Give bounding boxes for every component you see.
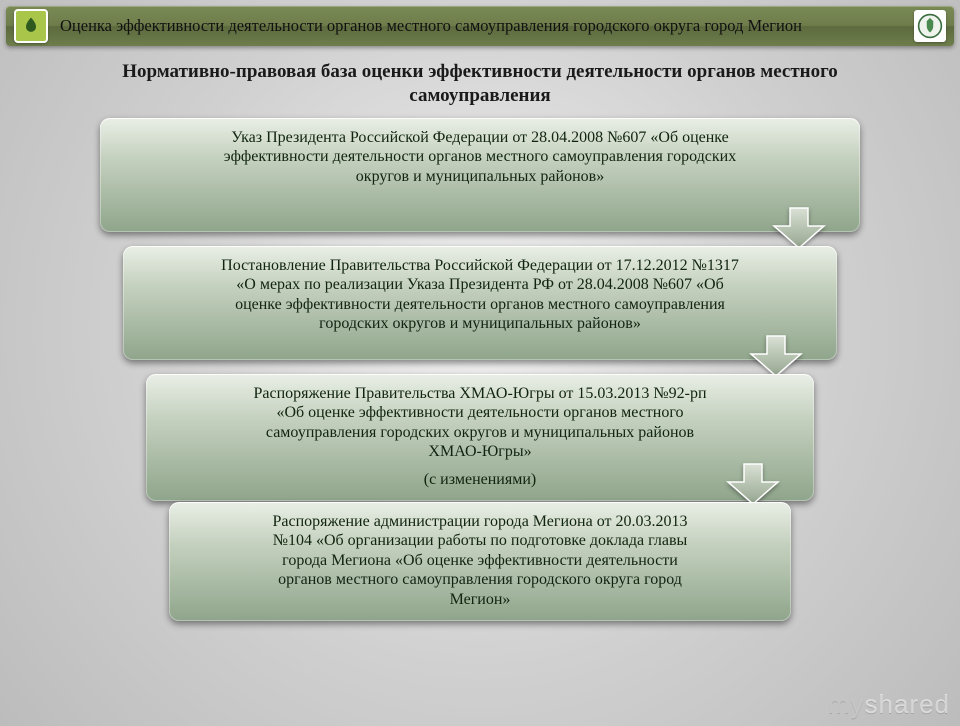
watermark: myshared bbox=[828, 689, 950, 720]
legal-block-3: Распоряжение Правительства ХМАО-Югры от … bbox=[146, 374, 814, 502]
watermark-prefix: my bbox=[828, 689, 865, 719]
down-arrow-icon bbox=[764, 206, 834, 250]
legal-block-4: Распоряжение администрации города Мегион… bbox=[169, 502, 791, 622]
legal-block-text: Указ Президента Российской Федерации от … bbox=[224, 129, 736, 185]
down-arrow-icon bbox=[718, 462, 788, 506]
legal-block-1: Указ Президента Российской Федерации от … bbox=[100, 118, 860, 232]
logo-left-icon bbox=[14, 9, 48, 43]
legal-block-text: Распоряжение Правительства ХМАО-Югры от … bbox=[254, 385, 707, 461]
down-arrow-icon bbox=[741, 334, 811, 378]
legal-block-subtext: (с изменениями) bbox=[242, 470, 718, 490]
legal-block-text: Распоряжение администрации города Мегион… bbox=[273, 513, 688, 608]
legal-block-text: Постановление Правительства Российской Ф… bbox=[221, 257, 739, 333]
legal-block-2: Постановление Правительства Российской Ф… bbox=[123, 246, 837, 360]
crest-right-icon bbox=[914, 10, 946, 42]
page-heading: Нормативно-правовая база оценки эффектив… bbox=[60, 60, 900, 108]
header-bar: Оценка эффективности деятельности органо… bbox=[6, 6, 954, 46]
watermark-suffix: shared bbox=[865, 689, 951, 719]
legal-basis-cascade: Указ Президента Российской Федерации от … bbox=[100, 118, 860, 630]
header-title: Оценка эффективности деятельности органо… bbox=[56, 16, 906, 36]
